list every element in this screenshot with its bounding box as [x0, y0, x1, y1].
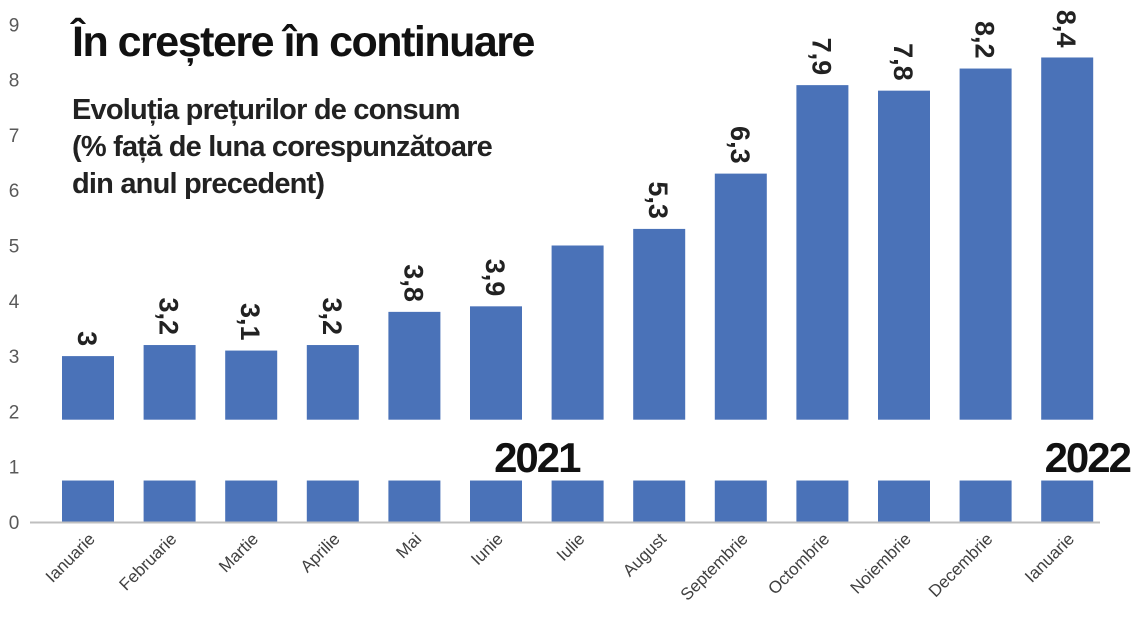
- bar: [306, 345, 359, 420]
- bar-lower-segment: [878, 480, 930, 522]
- subtitle-line: (% față de luna corespunzătoare: [72, 131, 493, 163]
- bar: [633, 228, 686, 420]
- y-tick-label: 6: [9, 181, 20, 202]
- bar: [470, 306, 522, 420]
- bar-lower-segment: [714, 480, 767, 522]
- y-tick-label: 5: [9, 237, 20, 258]
- data-label: 3,9: [480, 259, 510, 297]
- bar: [1041, 57, 1094, 420]
- y-tick-label: 0: [9, 513, 20, 534]
- subtitle-line: din anul precedent): [72, 168, 325, 200]
- data-label: 3,2: [317, 297, 347, 335]
- data-label: 3: [72, 331, 102, 346]
- category-label: Februarie: [116, 529, 181, 594]
- bar-lower-segment: [633, 480, 686, 522]
- y-tick-label: 4: [9, 292, 20, 313]
- bar: [551, 245, 604, 420]
- subtitle-line: Evoluția prețurilor de consum: [72, 94, 461, 126]
- category-label: Martie: [215, 529, 262, 576]
- category-labels: Ianuarie Februarie Martie Aprilie Mai Iunie Iu…: [42, 529, 1078, 604]
- bar: [62, 356, 114, 420]
- chart-subtitle: Evoluția prețurilor de consum (% față de…: [72, 92, 493, 203]
- bar-lower-segment: [143, 480, 196, 522]
- bar-lower-segment: [388, 480, 441, 522]
- chart-title: În creștere în continuare: [72, 18, 535, 66]
- category-label: Mai: [392, 529, 425, 562]
- data-label: 6,3: [725, 126, 755, 164]
- y-tick-label: 2: [9, 402, 20, 423]
- bar-lower-segment: [225, 480, 278, 522]
- category-label: August: [619, 529, 670, 580]
- bar-lower-segment: [959, 480, 1012, 522]
- category-label: Aprilie: [297, 529, 344, 576]
- year-label-2022: 2022: [1045, 434, 1131, 481]
- data-labels: 3 3,2 3,1 3,2 3,8 3,9 5,3 6,3 7,9 7,8 8,2 8,4: [72, 10, 1081, 346]
- year-label-2021: 2021: [494, 434, 581, 481]
- category-label: Octombrie: [764, 529, 833, 598]
- bar-lower-segment: [306, 480, 359, 522]
- bar-lower-segment: [551, 480, 604, 522]
- category-label: Decembrie: [925, 529, 997, 601]
- y-tick-label: 9: [9, 15, 20, 36]
- bar: [714, 173, 767, 420]
- category-label: Noiembrie: [847, 529, 915, 597]
- bar-lower-segment: [796, 480, 849, 522]
- category-label: Iunie: [467, 529, 507, 569]
- y-tick-label: 7: [9, 126, 20, 147]
- data-label: 8,4: [1051, 10, 1081, 48]
- bar: [796, 85, 849, 420]
- bar: [388, 311, 441, 420]
- bar: [143, 345, 196, 420]
- bar: [878, 90, 930, 420]
- y-tick-label: 8: [9, 71, 20, 92]
- data-label: 5,3: [643, 181, 673, 219]
- bar-lower-segment: [1041, 480, 1094, 522]
- y-axis-ticks: 0 1 2 3 4 5 6 7 8 9: [9, 15, 20, 534]
- data-label: 3,2: [154, 297, 184, 335]
- y-tick-label: 1: [9, 458, 20, 479]
- category-label: Septembrie: [677, 529, 752, 604]
- data-label: 3,1: [235, 303, 265, 341]
- bar: [959, 68, 1012, 420]
- y-tick-label: 3: [9, 347, 20, 368]
- category-label: Iulie: [553, 529, 588, 564]
- data-label: 3,8: [398, 264, 428, 302]
- bar-lower-segment: [62, 480, 114, 522]
- bar: [225, 350, 278, 420]
- category-label: Ianuarie: [42, 529, 99, 586]
- category-label: Ianuarie: [1021, 529, 1078, 586]
- data-label: 7,8: [888, 43, 918, 81]
- data-label: 8,2: [970, 21, 1000, 59]
- data-label: 7,9: [806, 38, 836, 76]
- bars: [62, 57, 1094, 522]
- bar-lower-segment: [470, 480, 522, 522]
